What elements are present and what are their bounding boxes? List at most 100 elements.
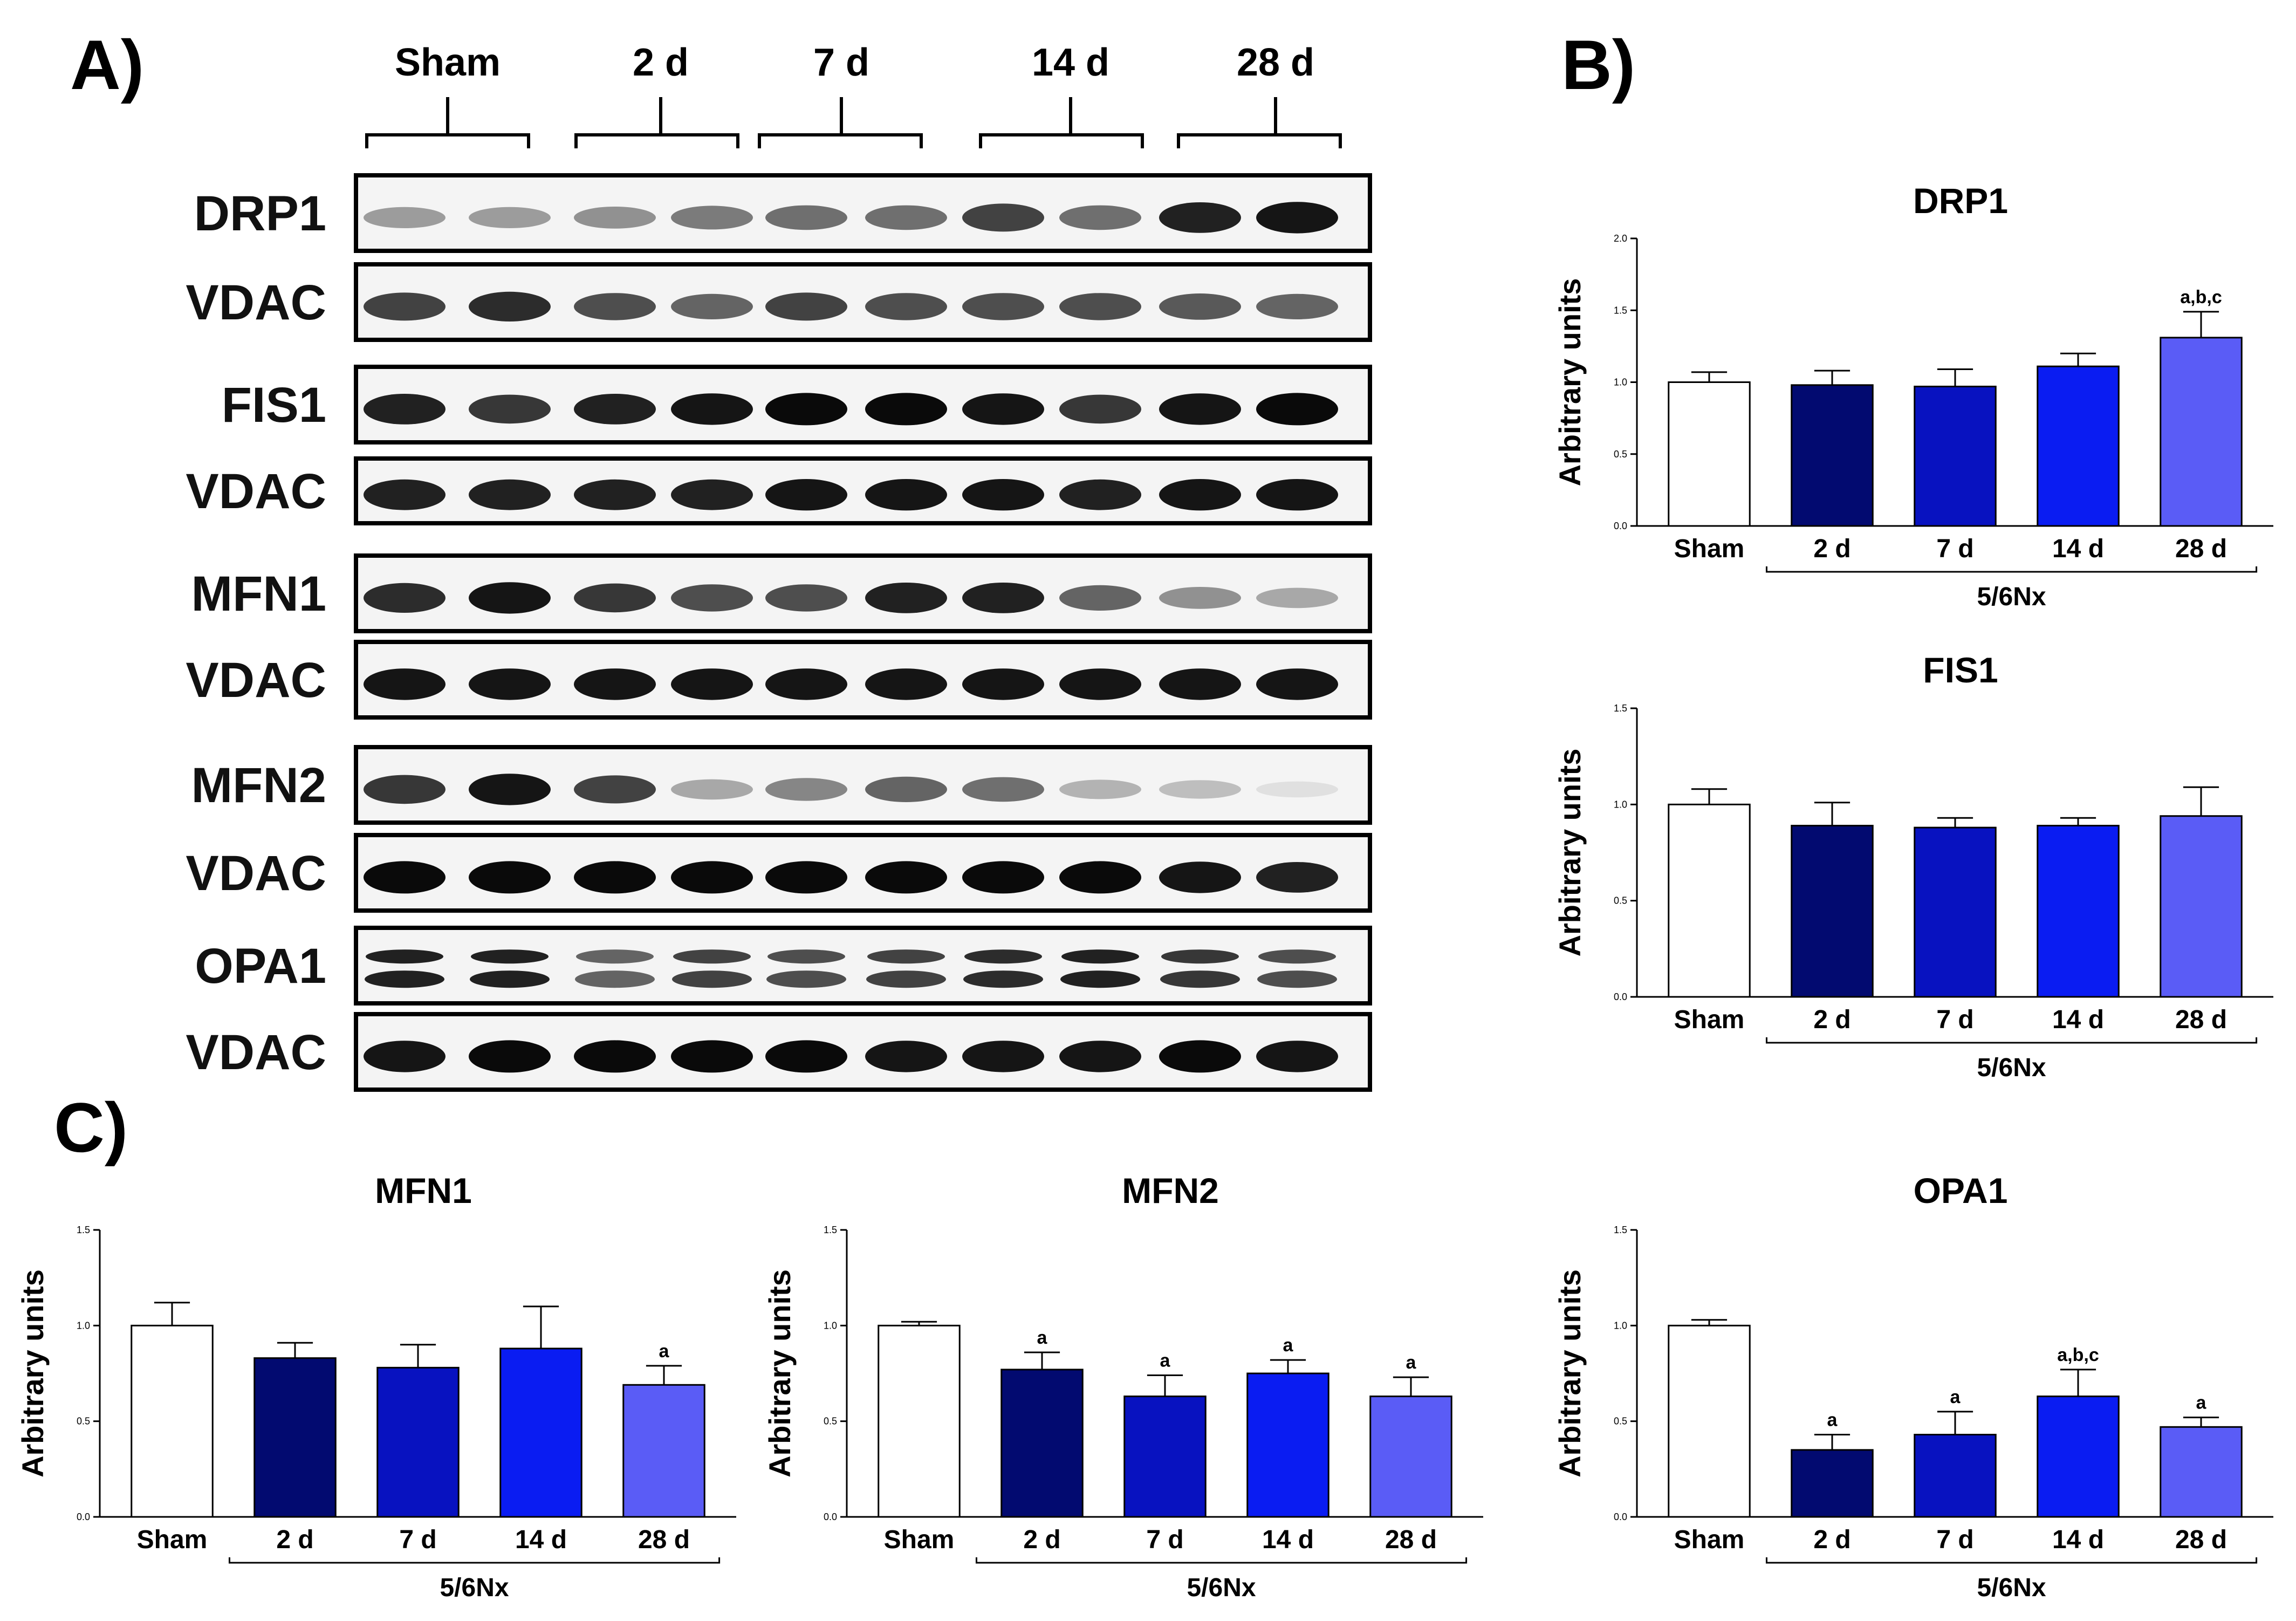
blot-row-label: DRP1 xyxy=(194,186,326,241)
blot-row-label: VDAC xyxy=(186,275,326,330)
bar-sham xyxy=(1668,803,1751,998)
y-tick-label: 1.5 xyxy=(1614,1225,1627,1235)
blot-band xyxy=(672,970,752,988)
category-label: 14 d xyxy=(2052,535,2104,563)
y-tick-label: 0.0 xyxy=(1614,1511,1627,1522)
blot-band xyxy=(574,293,656,320)
bar-7d xyxy=(1914,826,1997,998)
error-bar xyxy=(2183,1417,2219,1427)
blot-band xyxy=(962,777,1044,802)
blot-band xyxy=(575,970,655,988)
blot-band xyxy=(867,949,945,964)
blot-band xyxy=(962,1041,1044,1072)
error-bar xyxy=(1814,370,1850,385)
blot-band xyxy=(962,479,1044,511)
significance-label: a xyxy=(1283,1335,1294,1356)
blot-band xyxy=(1159,861,1241,893)
error-bar xyxy=(2183,311,2219,338)
category-label: 7 d xyxy=(1146,1526,1183,1554)
category-label: 7 d xyxy=(1936,1526,1973,1554)
blot-band xyxy=(671,479,753,510)
blot-band xyxy=(1059,668,1141,700)
blot-row-label: VDAC xyxy=(186,846,326,901)
y-tick-label: 1.5 xyxy=(824,1225,837,1235)
blot-band xyxy=(574,668,656,700)
y-tick-label: 0.0 xyxy=(77,1511,90,1522)
blot-band xyxy=(1159,668,1241,700)
significance-label: a xyxy=(1827,1410,1838,1430)
blot-band xyxy=(1257,970,1337,988)
group-label: 5/6Nx xyxy=(440,1574,509,1602)
blot-band xyxy=(765,778,847,801)
blot-band xyxy=(574,1040,656,1073)
significance-label: a,b,c xyxy=(2057,1345,2099,1365)
blot-band xyxy=(1059,205,1141,230)
blot-group-headers: Sham 2 d 7 d 14 d 28 d xyxy=(365,41,1342,148)
y-tick-label: 1.0 xyxy=(824,1320,837,1331)
blot-band xyxy=(865,668,947,700)
blot-row-mfn1: MFN1 xyxy=(191,553,1372,633)
blot-row-opa1: OPA1 xyxy=(195,926,1372,1006)
blot-band xyxy=(962,861,1044,894)
blot-band xyxy=(671,293,753,320)
y-axis-label: Arbitrary units xyxy=(1553,278,1587,487)
blot-band xyxy=(469,582,551,614)
blot-band xyxy=(365,970,444,988)
category-label: 7 d xyxy=(399,1526,436,1554)
y-tick-label: 1.5 xyxy=(1614,703,1627,714)
blot-group-label: 2 d xyxy=(633,41,689,84)
blot-band xyxy=(1059,394,1141,424)
category-label: 14 d xyxy=(2052,1526,2104,1554)
blot-band xyxy=(765,393,847,426)
blot-row-mfn2: MFN2 xyxy=(191,745,1372,825)
blot-band xyxy=(866,970,946,988)
error-bar xyxy=(1024,1351,1060,1370)
blot-group-bracket xyxy=(758,97,923,148)
blot-band xyxy=(671,1040,753,1073)
error-bar xyxy=(277,1342,313,1358)
blot-band xyxy=(469,774,551,805)
error-bar xyxy=(1691,371,1728,382)
blot-band xyxy=(1161,949,1239,964)
blot-band xyxy=(1061,949,1139,964)
category-label: 14 d xyxy=(515,1526,567,1554)
blot-band xyxy=(1059,861,1141,894)
blot-band xyxy=(574,207,656,229)
category-label: 28 d xyxy=(638,1526,690,1554)
category-label: Sham xyxy=(1674,1526,1745,1554)
significance-label: a xyxy=(1160,1351,1171,1371)
blot-band xyxy=(865,583,947,613)
error-bar xyxy=(1147,1374,1183,1397)
error-bar xyxy=(1937,368,1973,387)
blot-band xyxy=(1256,202,1338,234)
bar-14d xyxy=(2037,825,2120,998)
blot-band xyxy=(469,668,551,700)
blot-band xyxy=(865,293,947,320)
blot-band xyxy=(865,479,947,511)
blot-band xyxy=(364,479,446,510)
category-label: Sham xyxy=(884,1526,955,1554)
category-label: 2 d xyxy=(1813,535,1850,563)
y-tick-label: 1.0 xyxy=(1614,799,1627,810)
bar-2d xyxy=(1000,1369,1084,1518)
category-label: Sham xyxy=(137,1526,208,1554)
blot-band xyxy=(364,861,446,894)
blot-band xyxy=(1256,393,1338,426)
blot-band xyxy=(1059,293,1141,320)
blot-band xyxy=(962,203,1044,232)
blot-row-vdac: VDAC xyxy=(186,262,1372,342)
blot-band xyxy=(574,861,656,894)
y-tick-label: 1.0 xyxy=(77,1320,90,1331)
y-tick-label: 2.0 xyxy=(1614,233,1627,244)
bar-2d xyxy=(253,1357,337,1518)
blot-band xyxy=(364,394,446,425)
blot-band xyxy=(574,775,656,804)
y-tick-label: 0.5 xyxy=(77,1416,90,1427)
blot-group-bracket xyxy=(574,97,739,148)
bar-2d xyxy=(1791,825,1874,998)
blot-band xyxy=(1256,293,1338,320)
blot-group-bracket xyxy=(365,97,530,148)
error-bar xyxy=(2060,817,2096,826)
blot-band xyxy=(364,775,446,804)
panel-b-label: B) xyxy=(1561,25,1635,104)
